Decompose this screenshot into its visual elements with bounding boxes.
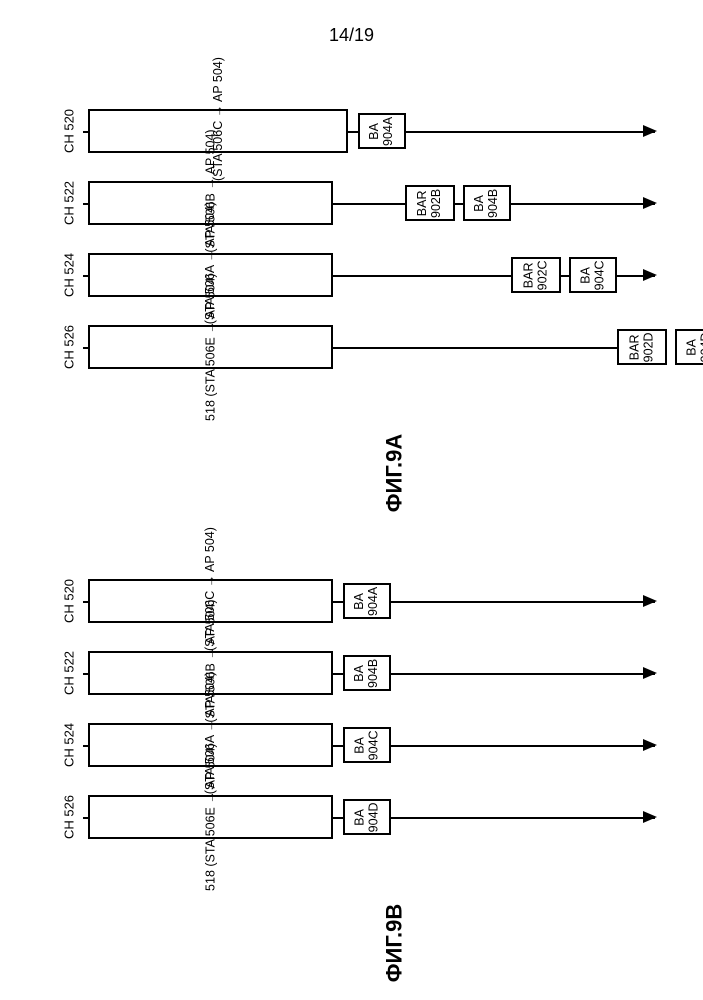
frame-label: 518 (STA 506E → AP 504) — [203, 273, 217, 421]
arrow-icon — [643, 667, 657, 679]
data-frame: 518 (STA 506E → AP 504) — [88, 795, 333, 839]
ba-frame: BA904D — [675, 329, 703, 365]
bar-frame: BAR902D — [617, 329, 667, 365]
frame-label: 518 (STA 506E → AP 504) — [203, 743, 217, 891]
data-frame: 518 (STA 506E → AP 504) — [88, 325, 333, 369]
arrow-icon — [643, 269, 657, 281]
bar-frame: BAR902C — [511, 257, 561, 293]
channel-row: CH 526 518 (STA 506E → AP 504) BA904D — [55, 781, 655, 853]
ba-frame: BA904C — [569, 257, 617, 293]
channel-label: CH 522 — [62, 651, 77, 695]
frame-label: BAR902D — [628, 332, 657, 362]
page-number: 14/19 — [0, 25, 703, 46]
channel-label: CH 524 — [62, 253, 77, 297]
channel-label: CH 520 — [62, 579, 77, 623]
frame-label: BA904B — [353, 658, 382, 687]
channel-row: CH 526518 (STA 506E → AP 504)BAR902DBA90… — [55, 311, 655, 383]
arrow-icon — [643, 125, 657, 137]
frame-label: BAR902C — [522, 260, 551, 290]
figure-label-9a: ФИГ.9A — [381, 434, 407, 513]
frame-label: BAR902B — [416, 188, 445, 217]
ba-frame: BA904A — [358, 113, 406, 149]
channel-label: CH 520 — [62, 109, 77, 153]
channel-label: CH 526 — [62, 795, 77, 839]
ba-frame: BA904D — [343, 799, 391, 835]
ba-frame: BA904C — [343, 727, 391, 763]
channel-label: CH 526 — [62, 325, 77, 369]
arrow-icon — [643, 811, 657, 823]
frame-label: BA904B — [473, 188, 502, 217]
frame-label: BA904A — [368, 116, 397, 145]
frame-label: BA904D — [353, 802, 382, 832]
channel-row: CH 520 514 (STA 506C → AP 504) BA904A — [55, 95, 655, 167]
data-frame: 514 (STA 506C → AP 504) — [88, 109, 348, 153]
channel-label: CH 524 — [62, 723, 77, 767]
ba-frame: BA904B — [343, 655, 391, 691]
frame-label: BA904C — [579, 260, 608, 290]
frame-label: BA904D — [685, 332, 703, 362]
channel-row: CH 524510 (STA 506A → AP 504)BA904C — [55, 709, 655, 781]
channel-row: CH 524510 (STA 506A → AP 504)BAR902CBA90… — [55, 239, 655, 311]
arrow-icon — [643, 595, 657, 607]
arrow-icon — [643, 197, 657, 209]
channel-row: CH 522512 (STA 506B → AP 504)BA904B — [55, 637, 655, 709]
channel-label: CH 522 — [62, 181, 77, 225]
ba-frame: BA904A — [343, 583, 391, 619]
bar-frame: BAR902B — [405, 185, 455, 221]
ba-frame: BA904B — [463, 185, 511, 221]
frame-label: BA904C — [353, 730, 382, 760]
arrow-icon — [643, 739, 657, 751]
channel-row: CH 520514 (STA 506C → AP 504)BA904A — [55, 565, 655, 637]
figure-9a: CH 520514 (STA 506C → AP 504)BA904ACH 52… — [55, 95, 655, 383]
frame-label: BA904A — [353, 586, 382, 615]
channel-row: CH 522512 (STA 506B → AP 504)BAR902BBA90… — [55, 167, 655, 239]
figure-9b: CH 520514 (STA 506C → AP 504)BA904ACH 52… — [55, 565, 655, 853]
figure-label-9b: ФИГ.9B — [381, 904, 407, 983]
